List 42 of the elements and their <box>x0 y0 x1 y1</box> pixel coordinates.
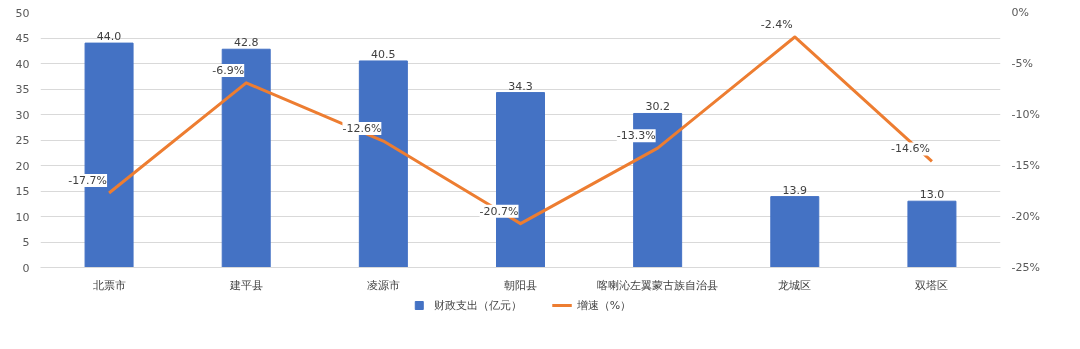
y-tick-label: 5 <box>22 236 30 249</box>
bar <box>770 196 820 268</box>
y-tick-label: 50 <box>15 6 30 20</box>
y2-tick-label: -15% <box>1011 159 1040 172</box>
bar <box>907 200 957 268</box>
x-tick-label: 北票市 <box>92 278 126 292</box>
y2-tick-label: -10% <box>1011 108 1040 121</box>
y-tick-label: 15 <box>15 185 30 198</box>
data-label: -20.7% <box>479 204 519 218</box>
x-tick-label: 双塔区 <box>915 278 949 292</box>
data-label: -14.6% <box>891 142 930 156</box>
legend-label: 财政支出（亿元） <box>433 297 522 313</box>
y2-tick-label: -5% <box>1011 57 1033 70</box>
y-tick-label: 0 <box>22 261 30 275</box>
data-label: 34.3 <box>508 79 533 93</box>
x-tick-label: 凌源市 <box>366 278 400 292</box>
data-label: -13.3% <box>616 129 656 143</box>
legend-label: 增速（%） <box>576 297 632 313</box>
data-label: -2.4% <box>760 17 793 31</box>
data-label: -17.7% <box>68 174 108 188</box>
x-tick-label: 喀喇沁左翼蒙古族自治县 <box>597 278 719 292</box>
y2-tick-label: -20% <box>1011 210 1040 223</box>
y-tick-label: 20 <box>15 159 30 173</box>
data-label: 30.2 <box>645 100 670 114</box>
data-label: 13.0 <box>919 188 945 202</box>
data-label: 44.0 <box>96 30 122 44</box>
x-tick-label: 建平县 <box>228 278 263 292</box>
data-label: 42.8 <box>233 36 259 50</box>
data-label: -12.6% <box>342 122 382 136</box>
y-tick-label: 45 <box>15 32 30 45</box>
x-tick-label: 朝阳县 <box>504 278 537 292</box>
y-tick-label: 30 <box>15 108 30 122</box>
data-label: -6.9% <box>212 63 245 77</box>
y-tick-label: 40 <box>15 57 30 71</box>
y-tick-label: 35 <box>15 83 30 96</box>
data-label: 40.5 <box>371 47 396 61</box>
y2-tick-label: -25% <box>1011 261 1040 274</box>
y-tick-label: 10 <box>15 210 30 224</box>
data-label: 13.9 <box>782 183 808 197</box>
x-tick-label: 龙城区 <box>778 278 812 292</box>
y-tick-label: 25 <box>15 134 30 147</box>
y2-tick-label: 0% <box>1011 6 1029 19</box>
